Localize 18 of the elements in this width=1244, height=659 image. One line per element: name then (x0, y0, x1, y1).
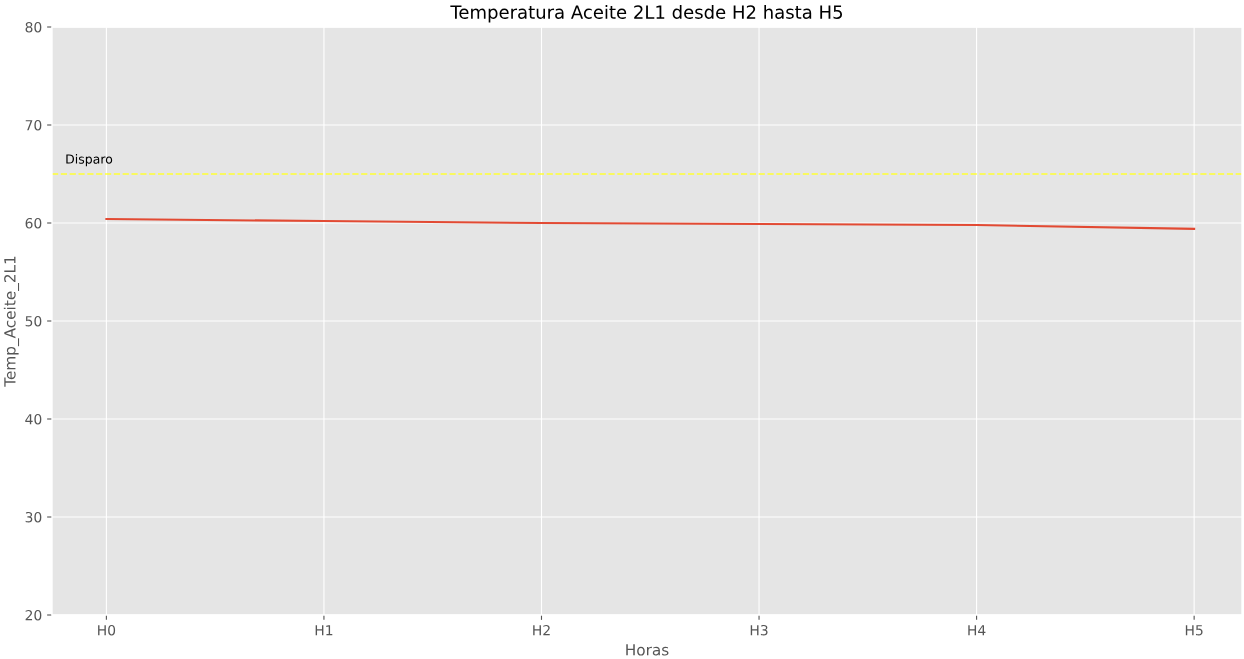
x-tick-label: H3 (750, 624, 768, 636)
x-tick-label: H0 (98, 624, 116, 636)
line-series (105, 218, 1196, 230)
y-tick-label: 60 (25, 217, 42, 229)
ref-line-label: Disparo (66, 154, 113, 167)
y-tick-label: 30 (25, 511, 42, 523)
x-tick-label: H5 (1185, 625, 1203, 636)
x-tick-label: H2 (533, 624, 550, 636)
y-axis-title: Temp_Aceite_2L1 (3, 256, 20, 387)
y-tick-label: 40 (25, 413, 42, 425)
x-tick-label: H1 (315, 625, 333, 636)
x-axis-title: Horas (626, 644, 669, 656)
x-tick-label: H4 (968, 625, 986, 636)
y-tick-label: 70 (25, 119, 42, 131)
chart-title: Temperatura Aceite 2L1 desde H2 hasta H5 (450, 4, 843, 23)
y-tick-label: 20 (25, 609, 42, 621)
y-tick-label: 50 (25, 315, 42, 327)
y-tick-label: 80 (25, 21, 42, 33)
